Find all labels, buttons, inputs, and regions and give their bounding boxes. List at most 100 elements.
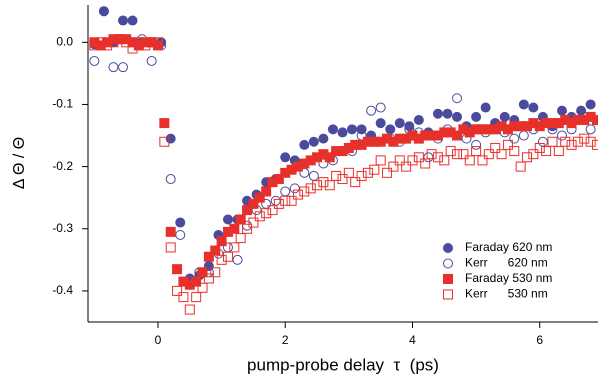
- marker: [388, 161, 399, 172]
- marker: [452, 149, 463, 160]
- marker: [366, 105, 377, 116]
- marker: [518, 130, 529, 141]
- y-tick-label: -0.4: [52, 283, 73, 297]
- marker: [356, 170, 367, 181]
- marker: [432, 152, 443, 163]
- marker: [165, 133, 176, 144]
- marker: [127, 15, 138, 26]
- marker: [490, 142, 501, 153]
- marker: [270, 195, 281, 206]
- marker: [159, 136, 170, 147]
- marker: [146, 37, 157, 48]
- marker: [102, 40, 113, 51]
- y-tick-label: 0.0: [56, 34, 73, 48]
- marker: [197, 282, 208, 293]
- marker: [471, 111, 482, 122]
- marker: [528, 149, 539, 160]
- marker: [452, 130, 463, 141]
- marker: [152, 37, 163, 48]
- marker: [127, 43, 138, 54]
- marker: [382, 167, 393, 178]
- marker: [385, 124, 396, 135]
- marker: [261, 186, 272, 197]
- points: [89, 6, 598, 315]
- legend-marker: [443, 274, 453, 284]
- marker: [394, 118, 405, 129]
- marker: [197, 267, 208, 278]
- marker: [375, 155, 386, 166]
- marker: [216, 254, 227, 265]
- marker: [464, 155, 475, 166]
- marker: [375, 118, 386, 129]
- marker: [229, 242, 240, 253]
- marker: [509, 146, 520, 157]
- marker: [547, 136, 558, 147]
- marker: [289, 183, 300, 194]
- marker: [324, 180, 335, 191]
- marker: [331, 170, 342, 181]
- marker: [108, 37, 119, 48]
- marker: [248, 198, 259, 209]
- marker: [572, 136, 583, 147]
- marker: [337, 127, 348, 138]
- marker: [592, 114, 598, 125]
- marker: [324, 152, 335, 163]
- marker: [560, 136, 571, 147]
- marker: [423, 152, 434, 163]
- marker: [216, 236, 227, 247]
- marker: [222, 214, 233, 225]
- marker: [445, 146, 456, 157]
- marker: [140, 40, 151, 51]
- x-tick-label: 4: [409, 333, 416, 347]
- marker: [347, 124, 358, 135]
- marker: [496, 149, 507, 160]
- marker: [152, 40, 163, 51]
- legend-label: Kerr 530 nm: [465, 287, 548, 301]
- x-tick-label: 2: [282, 333, 289, 347]
- marker: [280, 195, 291, 206]
- marker: [420, 158, 431, 169]
- legend-marker: [443, 258, 453, 269]
- marker: [557, 105, 568, 116]
- marker: [499, 111, 510, 122]
- marker: [318, 177, 329, 188]
- marker: [89, 55, 100, 66]
- marker: [267, 205, 278, 216]
- marker: [480, 102, 491, 113]
- marker: [413, 152, 424, 163]
- marker: [133, 37, 144, 48]
- marker: [203, 251, 214, 262]
- legend-label: Faraday 620 nm: [465, 240, 552, 254]
- marker: [210, 245, 221, 256]
- marker: [235, 214, 246, 225]
- marker: [553, 146, 564, 157]
- marker: [178, 292, 189, 303]
- marker: [114, 34, 125, 45]
- marker: [184, 304, 195, 315]
- marker: [159, 118, 170, 129]
- marker: [89, 40, 100, 51]
- marker: [203, 273, 214, 284]
- y-axis-label: Δ Θ / Θ: [11, 137, 28, 189]
- marker: [172, 285, 183, 296]
- marker: [210, 267, 221, 278]
- marker: [308, 136, 319, 147]
- marker: [273, 174, 284, 185]
- marker: [95, 37, 106, 48]
- legend-marker: [443, 243, 453, 253]
- marker: [242, 223, 253, 234]
- marker: [528, 102, 539, 113]
- marker: [537, 136, 548, 147]
- marker: [312, 180, 323, 191]
- marker: [509, 133, 520, 144]
- marker: [585, 124, 596, 135]
- marker: [350, 177, 361, 188]
- marker: [98, 6, 109, 17]
- marker: [165, 242, 176, 253]
- marker: [483, 149, 494, 160]
- marker: [541, 146, 552, 157]
- marker: [299, 186, 310, 197]
- marker: [592, 139, 598, 150]
- marker: [534, 142, 545, 153]
- marker: [229, 223, 240, 234]
